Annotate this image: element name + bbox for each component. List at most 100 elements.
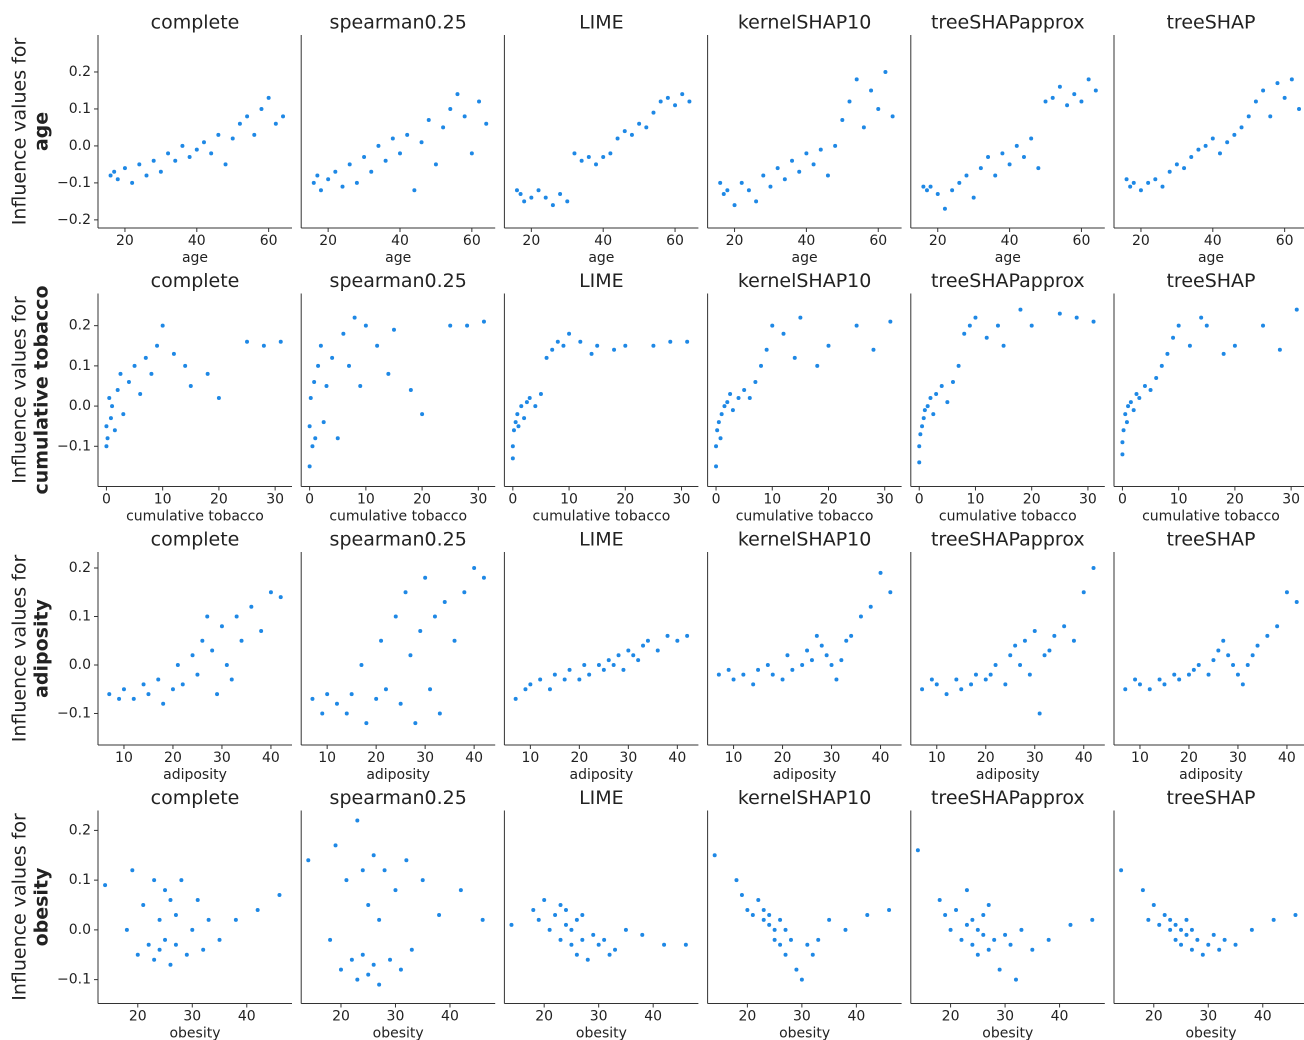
scatter-point [772, 937, 777, 942]
x-axis-label: adiposity [773, 767, 837, 783]
y-axis-label: Influence values for [9, 296, 31, 484]
scatter-point [1172, 672, 1177, 677]
scatter-point [1140, 888, 1145, 893]
scatter-point [1195, 937, 1200, 942]
scatter-point [579, 158, 584, 163]
scatter-point [1268, 114, 1273, 119]
scatter-point [547, 687, 552, 692]
x-tick-label: 20 [820, 492, 838, 508]
scatter-point [675, 638, 680, 643]
scatter-point [981, 932, 986, 937]
scatter-point [1217, 151, 1222, 156]
scatter-point [569, 942, 574, 947]
scatter-point [798, 315, 803, 320]
scatter-point [143, 355, 148, 360]
scatter-point [320, 711, 325, 716]
scatter-point [761, 173, 766, 178]
scatter-point [1021, 155, 1026, 160]
scatter-point [865, 912, 870, 917]
x-axis-label: obesity [1185, 1026, 1236, 1040]
scatter-point [268, 590, 273, 595]
scatter-point [1091, 566, 1096, 571]
x-tick-label: 30 [619, 750, 637, 766]
scatter-point [959, 687, 964, 692]
scatter-point [201, 140, 206, 145]
scatter-point [929, 677, 934, 682]
scatter-point [1126, 404, 1131, 409]
scatter-point [515, 412, 520, 417]
scatter-point [756, 667, 761, 672]
scatter-point [939, 383, 944, 388]
scatter-point [363, 323, 368, 328]
x-tick-label: 20 [535, 1009, 553, 1025]
x-tick-label: 30 [823, 750, 841, 766]
scatter-point [346, 363, 351, 368]
scatter-point [1255, 643, 1260, 648]
scatter-point [596, 662, 601, 667]
scatter-point [1235, 672, 1240, 677]
y-tick-label: 0.1 [69, 101, 91, 117]
scatter-point [519, 404, 524, 409]
y-tick-label: 0.0 [69, 657, 91, 673]
y-axis-label: Influence values for [9, 38, 31, 226]
scatter-point [1211, 932, 1216, 937]
scatter-point [1294, 307, 1299, 312]
x-axis-label: adiposity [570, 767, 634, 783]
scatter-point [481, 319, 486, 324]
scatter-point [448, 106, 453, 111]
panel-title: complete [151, 270, 240, 292]
scatter-point [510, 456, 515, 461]
y-axis-feature: cumulative tobacco [31, 285, 53, 494]
scatter-point [616, 653, 621, 658]
scatter-point [194, 147, 199, 152]
x-tick-label: 40 [1278, 750, 1296, 766]
scatter-point [324, 383, 329, 388]
scatter-point [550, 347, 555, 352]
scatter-point [200, 638, 205, 643]
scatter-point [1217, 947, 1222, 952]
scatter-point [623, 927, 628, 932]
scatter-point [1159, 363, 1164, 368]
scatter-point [306, 858, 311, 863]
scatter-point [536, 188, 541, 193]
scatter-point [433, 162, 438, 167]
scatter-point [1222, 937, 1227, 942]
scatter-point [121, 687, 126, 692]
scatter-point [747, 396, 752, 401]
scatter-point [683, 942, 688, 947]
scatter-point [751, 682, 756, 687]
scatter-point [1184, 917, 1189, 922]
y-axis-feature: obesity [31, 867, 53, 946]
scatter-point [739, 180, 744, 185]
scatter-point [428, 687, 433, 692]
scatter-point [1027, 672, 1032, 677]
scatter-point [622, 129, 627, 134]
scatter-point [437, 711, 442, 716]
panel-title: treeSHAPapprox [931, 787, 1085, 809]
scatter-point [1043, 99, 1048, 104]
scatter-point [719, 412, 724, 417]
scatter-point [1072, 92, 1077, 97]
x-tick-label: 20 [319, 233, 337, 249]
scatter-point [249, 604, 254, 609]
scatter-point [144, 173, 149, 178]
scatter-point [714, 464, 719, 469]
scatter-point [316, 363, 321, 368]
scatter-point [234, 614, 239, 619]
scatter-point [465, 323, 470, 328]
scatter-point [685, 339, 690, 344]
scatter-point [1245, 662, 1250, 667]
panel-title: kernelSHAP10 [738, 529, 871, 551]
scatter-point [107, 396, 112, 401]
scatter-point [217, 937, 222, 942]
scatter-point [462, 590, 467, 595]
scatter-point [1086, 77, 1091, 82]
scatter-point [665, 95, 670, 100]
scatter-point [712, 853, 717, 858]
scatter-point [166, 151, 171, 156]
x-axis-label: age [792, 250, 818, 266]
scatter-point [383, 158, 388, 163]
scatter-point [861, 125, 866, 130]
scatter-point [553, 912, 558, 917]
scatter-point [163, 937, 168, 942]
